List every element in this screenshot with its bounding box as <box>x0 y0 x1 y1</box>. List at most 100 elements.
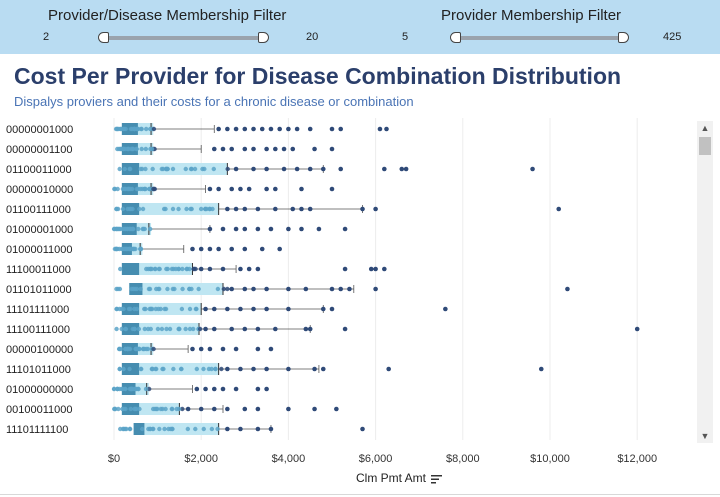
data-point <box>155 326 161 332</box>
chart-row[interactable]: 01000000000 <box>6 383 269 396</box>
data-point <box>122 186 128 192</box>
chart-scrollbar[interactable]: ▲ ▼ <box>697 121 713 443</box>
data-point <box>111 386 117 392</box>
data-point <box>115 386 120 392</box>
outlier-point <box>207 226 213 232</box>
outlier-point <box>242 326 248 332</box>
outlier-point <box>382 266 387 272</box>
outlier-point <box>338 286 344 292</box>
outlier-point <box>299 186 304 192</box>
data-point <box>142 186 147 192</box>
outlier-point <box>246 266 252 272</box>
chart-row[interactable]: 01100011000 <box>6 163 535 176</box>
outlier-point <box>251 146 256 152</box>
data-point <box>134 146 139 152</box>
outlier-point <box>286 286 291 292</box>
outlier-point <box>329 286 335 292</box>
data-point <box>119 326 124 332</box>
chart-row[interactable]: 00000010000 <box>6 183 335 196</box>
x-tick-label: $2,000 <box>184 453 218 465</box>
data-point <box>136 386 141 392</box>
outlier-point <box>242 406 248 412</box>
outlier-point <box>233 386 239 392</box>
chart-row[interactable]: 11100111000 <box>6 323 640 336</box>
filter-bar: Provider/Disease Membership Filter 2 20 … <box>0 0 720 54</box>
data-point <box>142 326 148 332</box>
membership-filter-min: 5 <box>402 31 409 43</box>
scroll-down-icon[interactable]: ▼ <box>700 431 710 441</box>
data-point <box>137 406 142 412</box>
scroll-thumb[interactable] <box>699 137 711 155</box>
membership-filter-track[interactable] <box>455 36 624 40</box>
data-point <box>114 326 119 332</box>
chart-row[interactable]: 01101011000 <box>6 283 570 296</box>
outlier-point <box>307 206 313 212</box>
outlier-point <box>281 146 287 152</box>
data-point <box>153 266 158 272</box>
data-point <box>122 166 127 172</box>
outlier-point <box>211 146 217 152</box>
outlier-point <box>303 286 309 292</box>
outlier-point <box>268 226 274 232</box>
chart-row[interactable]: 00000001000 <box>6 123 389 136</box>
data-point <box>124 226 130 232</box>
chart-row[interactable]: 00000100000 <box>6 343 274 356</box>
disease-filter-max-handle[interactable] <box>258 32 269 43</box>
data-point <box>127 166 132 172</box>
disease-filter-min: 2 <box>43 31 50 43</box>
data-point <box>170 166 176 172</box>
chart-row[interactable]: 11101111000 <box>6 303 448 316</box>
outlier-point <box>273 146 278 152</box>
outlier-point <box>360 206 365 212</box>
data-point <box>152 406 158 412</box>
data-point <box>126 146 131 152</box>
outlier-point <box>220 146 226 152</box>
x-tick-label: $8,000 <box>446 453 480 465</box>
chart-row[interactable]: 01000001000 <box>6 223 348 236</box>
chart-row[interactable]: 11101111100 <box>6 423 365 436</box>
data-point <box>201 426 206 432</box>
outlier-point <box>307 166 313 172</box>
chart-row[interactable]: 00000001100 <box>6 143 335 156</box>
outlier-point <box>194 386 200 392</box>
data-point <box>153 306 158 312</box>
disease-filter-track[interactable] <box>103 36 264 40</box>
data-point <box>148 266 153 272</box>
data-point <box>143 126 149 132</box>
chart-row[interactable]: 00100011000 <box>6 403 339 416</box>
membership-filter-min-handle[interactable] <box>450 32 461 43</box>
box-iqr <box>133 423 219 435</box>
data-point <box>117 166 122 172</box>
outlier-point <box>242 146 248 152</box>
membership-filter-max-handle[interactable] <box>618 32 629 43</box>
x-axis-title: Clm Pmt Amt <box>356 471 427 485</box>
chart-row[interactable]: 11100011000 <box>6 263 387 276</box>
outlier-point <box>233 206 239 212</box>
data-point <box>139 126 144 132</box>
outlier-point <box>338 126 344 132</box>
row-label: 01000000000 <box>6 384 73 396</box>
data-point <box>213 366 218 372</box>
data-point <box>112 186 117 192</box>
box-iqr <box>121 203 219 215</box>
outlier-point <box>277 246 282 252</box>
page-title: Cost Per Provider for Disease Combinatio… <box>14 63 622 89</box>
data-point <box>146 286 152 292</box>
sort-icon[interactable] <box>431 475 442 484</box>
data-point <box>162 306 167 312</box>
data-point <box>117 366 122 372</box>
data-point <box>163 406 168 412</box>
chart-row[interactable]: 11101011000 <box>6 363 544 376</box>
outlier-point <box>377 126 383 132</box>
data-point <box>151 346 156 352</box>
data-point <box>180 286 185 292</box>
chart-row[interactable]: 01000011000 <box>6 243 282 256</box>
disease-filter-min-handle[interactable] <box>98 32 109 43</box>
data-point <box>187 326 193 332</box>
outlier-point <box>368 266 374 272</box>
scroll-up-icon[interactable]: ▲ <box>700 123 710 133</box>
data-point <box>116 406 121 412</box>
data-point <box>187 286 192 292</box>
chart-row[interactable]: 01100111000 <box>6 203 562 216</box>
